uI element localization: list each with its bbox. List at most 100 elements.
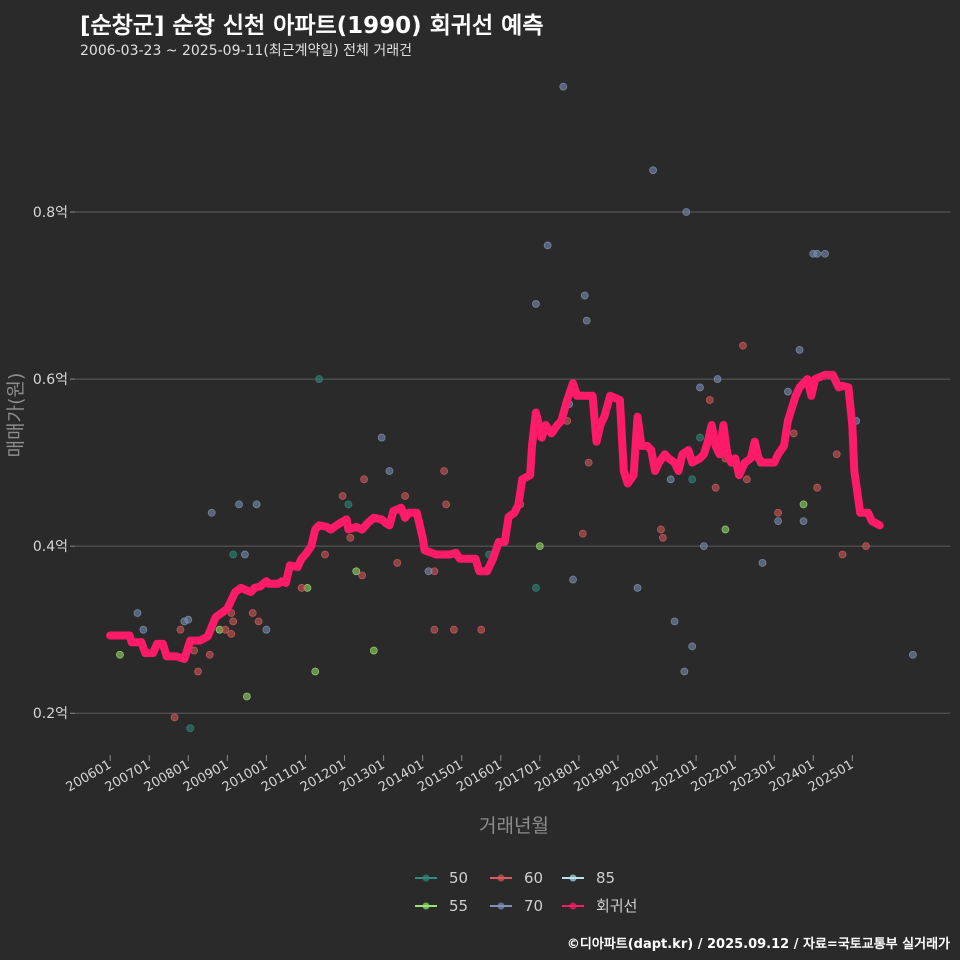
data-point-60 — [832, 450, 841, 459]
data-point-55 — [352, 567, 361, 576]
data-point-60 — [658, 533, 667, 542]
data-point-55 — [311, 667, 320, 676]
data-point-55 — [799, 500, 808, 509]
data-point-70 — [688, 642, 697, 651]
data-point-60 — [813, 483, 822, 492]
data-point-70 — [580, 291, 589, 300]
data-point-50 — [688, 475, 697, 484]
y-tick-label: 0.4억 — [33, 539, 68, 555]
data-point-70 — [582, 316, 591, 325]
data-point-55 — [369, 646, 378, 655]
data-point-70 — [783, 387, 792, 396]
data-point-70 — [713, 375, 722, 383]
data-point-60 — [838, 550, 847, 559]
data-point-60 — [450, 625, 458, 634]
y-tick-label: 0.2억 — [33, 706, 68, 722]
y-axis-label: 매매가(원) — [5, 373, 27, 458]
data-point-60 — [170, 713, 179, 722]
data-point-70 — [795, 345, 804, 354]
data-point-60 — [358, 571, 367, 580]
data-point-60 — [742, 475, 751, 484]
data-point-50 — [696, 433, 704, 442]
data-point-60 — [862, 542, 870, 551]
legend-label: 70 — [524, 897, 543, 915]
data-point-60 — [229, 617, 238, 626]
data-point-70 — [139, 625, 148, 634]
data-point-70 — [666, 475, 675, 484]
data-point-60 — [789, 429, 798, 438]
data-point-55 — [535, 542, 544, 551]
data-point-70 — [184, 615, 193, 624]
data-point-70 — [633, 584, 642, 592]
data-point-70 — [133, 609, 142, 617]
data-point-50 — [344, 500, 353, 509]
legend-key-dot — [497, 902, 505, 910]
data-point-55 — [242, 692, 251, 701]
legend: 50 60 85 55 70 회귀선 — [415, 869, 637, 915]
data-point-50 — [315, 375, 324, 383]
data-point-60 — [430, 625, 439, 634]
data-point-60 — [346, 533, 355, 542]
legend-label: 50 — [449, 869, 468, 887]
data-point-70 — [821, 249, 829, 258]
regression-line — [106, 370, 884, 663]
data-point-60 — [227, 629, 236, 638]
legend-key-dot — [569, 874, 577, 882]
y-tick-label: 0.6억 — [33, 372, 68, 388]
data-point-60 — [739, 341, 747, 350]
x-axis-label: 거래년월 — [479, 815, 549, 837]
data-point-70 — [813, 249, 822, 258]
data-point-70 — [569, 575, 577, 584]
data-point-70 — [774, 517, 783, 525]
data-point-70 — [649, 166, 658, 175]
data-point-70 — [908, 650, 917, 659]
data-point-70 — [207, 508, 216, 517]
legend-label: 55 — [449, 897, 468, 915]
data-point-60 — [248, 609, 257, 617]
data-point-70 — [670, 617, 679, 626]
data-point-50 — [532, 584, 540, 592]
data-point-55 — [721, 525, 730, 534]
data-point-70 — [758, 558, 767, 567]
data-point-60 — [176, 625, 185, 634]
data-point-60 — [360, 475, 368, 484]
data-point-60 — [254, 617, 263, 626]
data-point-70 — [424, 567, 433, 576]
legend-key-dot — [422, 874, 430, 882]
data-point-60 — [221, 625, 230, 634]
data-point-70 — [262, 625, 271, 634]
data-point-60 — [657, 525, 665, 534]
data-point-60 — [321, 550, 329, 559]
data-point-70 — [682, 208, 691, 216]
data-point-70 — [799, 517, 808, 525]
data-point-70 — [385, 467, 394, 475]
data-point-60 — [393, 558, 402, 567]
data-point-70 — [377, 433, 386, 442]
data-point-70 — [252, 500, 261, 509]
data-point-60 — [194, 667, 202, 676]
legend-label: 85 — [596, 869, 615, 887]
legend-key-dot — [569, 902, 577, 910]
data-point-60 — [338, 492, 347, 500]
legend-label: 회귀선 — [596, 897, 637, 915]
data-point-70 — [543, 241, 552, 250]
data-point-60 — [401, 492, 409, 500]
data-point-70 — [696, 383, 704, 392]
data-point-70 — [680, 667, 689, 676]
data-point-55 — [116, 650, 124, 659]
data-point-70 — [559, 82, 568, 91]
data-point-60 — [774, 508, 783, 517]
y-tick-label: 0.8억 — [33, 205, 68, 221]
data-point-50 — [186, 724, 195, 733]
data-point-60 — [297, 584, 306, 592]
data-point-60 — [578, 529, 587, 538]
legend-label: 60 — [524, 869, 543, 887]
x-tick-label: 202501 — [806, 757, 856, 795]
legend-key-dot — [422, 902, 430, 910]
chart-title: [순창군] 순창 신천 아파트(1990) 회귀선 예측 — [80, 13, 544, 39]
data-point-50 — [229, 550, 238, 559]
data-point-60 — [440, 467, 449, 475]
data-point-70 — [700, 542, 708, 551]
data-point-60 — [477, 625, 486, 634]
